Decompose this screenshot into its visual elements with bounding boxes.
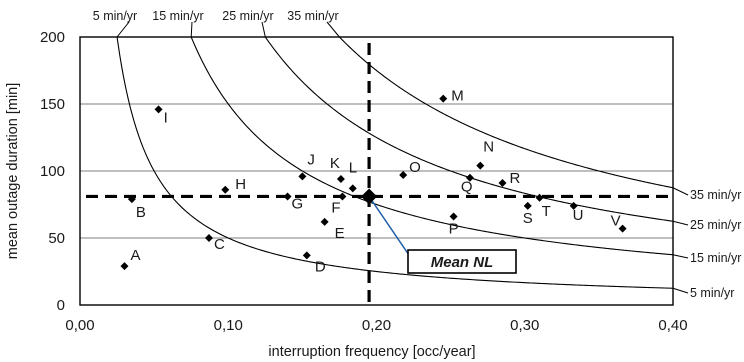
point-label-U: U: [573, 207, 584, 224]
point-label-F: F: [331, 199, 340, 216]
point-label-C: C: [214, 236, 225, 253]
point-label-D: D: [315, 258, 326, 275]
curve-right-leader: [672, 187, 689, 196]
point-U: [569, 201, 578, 210]
curve-top-label: 35 min/yr: [287, 9, 338, 23]
curve-top-label: 5 min/yr: [93, 9, 137, 23]
y-tick-label: 150: [40, 96, 65, 113]
curve-right-label: 15 min/yr: [690, 251, 741, 265]
point-D: [302, 251, 311, 260]
point-K: [336, 175, 345, 184]
point-label-I: I: [164, 109, 168, 126]
curve-top-leader: [261, 21, 266, 38]
y-tick-label: 200: [40, 29, 65, 46]
mean-leader-line: [368, 196, 412, 259]
point-L: [348, 184, 357, 193]
iso-outage-curves: [116, 37, 673, 289]
y-tick-label: 50: [48, 230, 65, 247]
curve-25-line: [264, 37, 673, 222]
curve-right-leader: [672, 220, 689, 226]
point-label-K: K: [330, 155, 340, 172]
curve-right-leader: [672, 287, 689, 294]
curve-right-label: 35 min/yr: [690, 188, 741, 202]
curve-5-line: [116, 37, 673, 289]
axis-ticks: 0,00 0,10 0,20 0,30 0,40 0 50 100 150 200: [40, 29, 688, 334]
point-label-Q: Q: [461, 179, 473, 196]
point-O: [399, 171, 408, 180]
curve-right-leader: [672, 254, 689, 259]
curve-top-leader: [116, 21, 130, 38]
mean-label: Mean NL: [431, 254, 494, 271]
grid-lines: [80, 103, 673, 239]
curve-right-label: 5 min/yr: [690, 286, 734, 300]
point-label-V: V: [611, 213, 621, 230]
point-label-O: O: [409, 159, 421, 176]
curve-right-label: 25 min/yr: [690, 218, 741, 232]
curve-top-leader: [326, 21, 340, 38]
point-F: [338, 192, 347, 201]
point-label-J: J: [307, 151, 315, 168]
point-Q: [465, 173, 474, 182]
point-H: [221, 185, 230, 194]
point-A: [120, 262, 129, 271]
point-label-E: E: [335, 225, 345, 242]
point-V: [618, 224, 627, 233]
mean-label-box: [407, 249, 517, 274]
y-axis-label: mean outage duration [min]: [5, 83, 21, 260]
point-G: [283, 192, 292, 201]
point-M: [439, 94, 448, 103]
point-T: [535, 193, 544, 202]
point-P: [449, 212, 458, 221]
y-tick-label: 0: [57, 297, 65, 314]
curve-labels: 5 min/yr 5 min/yr 15 min/yr 15 min/yr 25 min…: [93, 9, 742, 300]
point-label-A: A: [130, 247, 140, 264]
point-label-R: R: [510, 170, 521, 187]
y-tick-label: 100: [40, 163, 65, 180]
point-label-G: G: [292, 195, 304, 212]
curve-top-label: 15 min/yr: [152, 9, 203, 23]
curve-top-leader: [190, 21, 193, 38]
point-label-B: B: [136, 204, 146, 221]
curve-15-line: [190, 37, 673, 256]
point-label-N: N: [483, 139, 494, 156]
point-J: [298, 172, 307, 181]
point-label-S: S: [523, 210, 533, 227]
curve-35-line: [338, 37, 673, 189]
point-label-H: H: [235, 176, 246, 193]
x-axis-label: interruption frequency [occ/year]: [268, 344, 475, 360]
point-N: [476, 161, 485, 170]
point-I: [154, 105, 163, 114]
x-tick-label: 0,10: [214, 317, 243, 334]
point-label-M: M: [451, 88, 464, 105]
point-S: [523, 201, 532, 210]
point-label-P: P: [449, 221, 459, 238]
point-label-L: L: [349, 159, 357, 176]
x-tick-label: 0,40: [658, 317, 687, 334]
mean-marker: [361, 188, 378, 205]
mean-annotation: Mean NL: [361, 188, 517, 274]
data-points: A B C DEF G H I J K L M N O P Q R S T U V: [120, 88, 627, 275]
point-C: [204, 234, 213, 242]
point-B: [127, 195, 136, 204]
curve-top-label: 25 min/yr: [222, 9, 273, 23]
x-tick-label: 0,00: [65, 317, 94, 334]
point-E: [320, 217, 329, 226]
point-label-T: T: [542, 203, 551, 220]
x-tick-label: 0,20: [362, 317, 391, 334]
point-R: [498, 179, 507, 188]
x-tick-label: 0,30: [510, 317, 539, 334]
